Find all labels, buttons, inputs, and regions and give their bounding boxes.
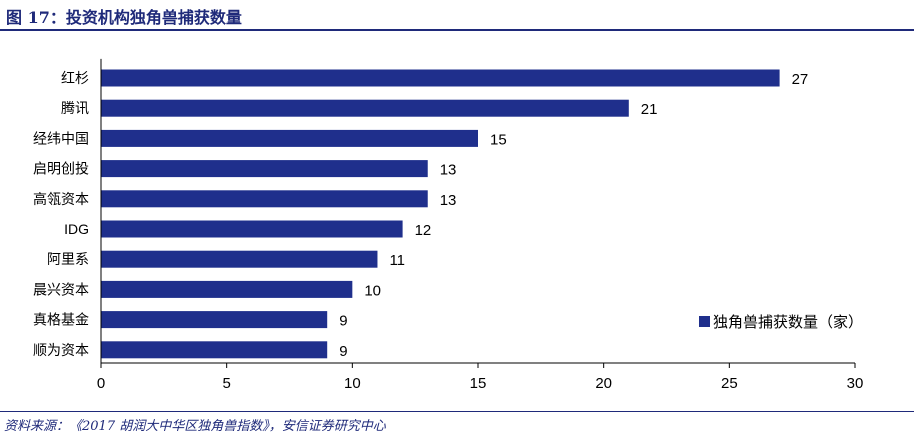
bar — [101, 311, 328, 329]
category-label: IDG — [64, 221, 89, 237]
category-label: 高瓴资本 — [33, 191, 89, 207]
bar — [101, 129, 478, 147]
x-tick-label: 30 — [847, 375, 864, 392]
value-label: 21 — [641, 101, 658, 118]
value-label: 10 — [364, 282, 381, 299]
bar — [101, 341, 328, 359]
bar — [101, 280, 353, 298]
value-labels-group: 27 21 15 13 13 12 11 10 9 9 — [339, 71, 808, 360]
category-label: 红杉 — [61, 70, 89, 86]
bars-group — [101, 69, 780, 359]
category-label: 阿里系 — [47, 251, 89, 267]
category-label: 真格基金 — [33, 312, 89, 328]
category-label: 经纬中国 — [33, 130, 89, 146]
category-label: 启明创投 — [33, 161, 89, 177]
bar — [101, 250, 378, 268]
x-axis: 0 5 10 15 20 25 30 — [97, 58, 864, 392]
value-label: 27 — [792, 71, 809, 88]
value-label: 13 — [440, 192, 457, 209]
legend-swatch — [699, 316, 710, 327]
category-label: 顺为资本 — [33, 342, 89, 358]
x-tick-label: 15 — [470, 375, 487, 392]
category-label: 腾讯 — [61, 100, 89, 116]
legend-label: 独角兽捕获数量（家） — [713, 314, 863, 331]
value-label: 11 — [389, 252, 405, 269]
bar — [101, 160, 428, 178]
x-tick-label: 10 — [344, 375, 361, 392]
bar — [101, 69, 780, 87]
bar — [101, 190, 428, 208]
x-tick-label: 5 — [222, 375, 230, 392]
figure-title: 图 17：投资机构独角兽捕获数量 — [6, 8, 242, 27]
source-rule — [0, 411, 914, 412]
source-note: 资料来源：《2017 胡润大中华区独角兽指数》，安信证券研究中心 — [4, 419, 386, 434]
value-label: 12 — [415, 222, 432, 239]
value-label: 15 — [490, 131, 507, 148]
category-label: 晨兴资本 — [33, 281, 89, 297]
value-label: 9 — [339, 343, 347, 360]
title-rule — [0, 29, 914, 31]
value-label: 9 — [339, 313, 347, 330]
x-tick-label: 25 — [721, 375, 738, 392]
value-label: 13 — [440, 162, 457, 179]
bar — [101, 220, 403, 238]
x-tick-label: 0 — [97, 375, 105, 392]
legend: 独角兽捕获数量（家） — [699, 314, 863, 331]
bar — [101, 99, 629, 117]
x-tick-label: 20 — [595, 375, 612, 392]
